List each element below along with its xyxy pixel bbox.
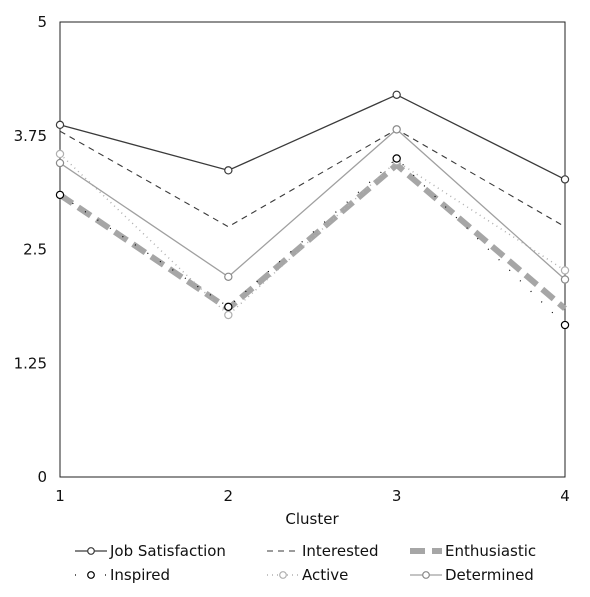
y-tick-label: 1.25 <box>14 354 47 372</box>
legend-item: Job Satisfaction <box>75 542 226 560</box>
x-tick-label: 2 <box>224 487 234 505</box>
legend-item: Active <box>267 566 348 584</box>
data-point-inspired <box>392 154 401 163</box>
series-line-job-satisfaction <box>59 94 566 181</box>
legend-marker <box>422 571 430 579</box>
legend-label: Determined <box>445 566 534 584</box>
data-point-determined <box>392 125 401 134</box>
data-point-active <box>55 149 65 159</box>
data-point-inspired <box>224 302 233 312</box>
data-point-inspired <box>55 190 65 200</box>
legend-item: Inspired <box>75 566 170 584</box>
y-tick-label: 3.75 <box>14 127 47 145</box>
data-point-determined <box>560 275 570 284</box>
y-tick-label: 2.5 <box>23 241 47 259</box>
legend-label: Interested <box>302 542 379 560</box>
x-axis-ticks: 1 2 3 4 <box>55 487 570 505</box>
data-point-job-satisfaction <box>392 90 401 100</box>
y-axis-ticks: 0 1.25 2.5 3.75 5 <box>14 13 47 486</box>
legend-marker <box>87 547 95 555</box>
legend-item: Determined <box>410 566 534 584</box>
legend-label: Inspired <box>110 566 170 584</box>
x-tick-label: 4 <box>560 487 570 505</box>
legend-label: Active <box>302 566 348 584</box>
legend: Job Satisfaction Interested Enthusiastic In… <box>75 542 536 584</box>
series-line-determined <box>59 128 566 281</box>
y-tick-label: 0 <box>37 468 47 486</box>
legend-label: Job Satisfaction <box>109 542 226 560</box>
legend-item: Interested <box>267 542 379 560</box>
data-point-active <box>560 266 570 275</box>
legend-item: Enthusiastic <box>410 542 536 560</box>
data-point-inspired <box>560 320 570 330</box>
data-point-job-satisfaction <box>560 175 570 184</box>
data-point-job-satisfaction <box>224 166 233 175</box>
data-point-determined <box>224 272 233 281</box>
data-point-active <box>224 310 233 320</box>
x-tick-label: 1 <box>55 487 65 505</box>
series-line-interested <box>59 128 566 228</box>
legend-label: Enthusiastic <box>445 542 536 560</box>
series-layer <box>55 90 570 330</box>
x-axis-title: Cluster <box>285 510 339 528</box>
data-point-determined <box>55 158 65 168</box>
legend-marker <box>279 571 287 579</box>
data-point-job-satisfaction <box>55 120 65 130</box>
y-tick-label: 5 <box>37 13 47 31</box>
legend-marker <box>87 571 95 579</box>
x-tick-label: 3 <box>392 487 402 505</box>
series-line-enthusiastic <box>58 160 567 313</box>
